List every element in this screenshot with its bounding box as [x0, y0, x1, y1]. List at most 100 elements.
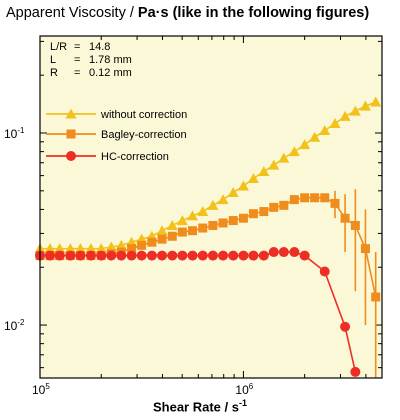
x-axis-label-text: Shear Rate / s	[152, 399, 239, 415]
data-point-circle	[207, 250, 218, 261]
data-point-triangle	[268, 159, 280, 170]
legend: without correction Bagley-correction HC-co…	[46, 108, 187, 163]
legend-label: HC-correction	[101, 151, 169, 163]
x-tick-exp: 6	[249, 382, 254, 391]
data-point-circle	[54, 250, 65, 261]
x-tick-base: 10	[235, 383, 249, 397]
title-prefix: Apparent Viscosity /	[6, 5, 138, 21]
data-point-square	[360, 244, 370, 254]
data-point-square	[340, 213, 350, 223]
x-axis-label: Shear Rate / s-1	[0, 398, 400, 414]
data-point-square	[137, 240, 147, 250]
data-point-square	[147, 237, 157, 247]
data-point-square	[157, 234, 167, 244]
legend-label: Bagley-correction	[101, 129, 187, 141]
data-point-circle	[248, 250, 259, 261]
data-point-square	[198, 223, 208, 233]
data-point-circle	[228, 250, 239, 261]
data-point-triangle	[166, 219, 178, 230]
note-label: R	[50, 67, 58, 79]
note-label: L	[50, 54, 56, 66]
x-tick-label: 106	[235, 382, 253, 397]
note-label: L/R	[50, 41, 67, 53]
axis-ticks	[39, 36, 382, 378]
data-point-circle	[319, 266, 330, 277]
data-point-triangle	[309, 131, 321, 142]
y-tick-base: 10	[4, 127, 18, 141]
data-point-circle	[258, 250, 269, 261]
data-point-square	[127, 244, 137, 254]
data-point-square	[300, 193, 310, 203]
data-point-circle	[85, 250, 96, 261]
data-point-square	[248, 209, 258, 219]
data-point-triangle	[339, 110, 351, 121]
data-point-triangle	[299, 139, 311, 150]
data-point-triangle	[44, 243, 56, 254]
data-point-circle	[75, 250, 86, 261]
data-point-triangle	[247, 172, 259, 183]
data-point-circle	[177, 250, 188, 261]
note-value: 14.8	[89, 41, 110, 53]
data-point-square	[208, 220, 218, 230]
data-point-circle	[116, 250, 127, 261]
y-tick-label: 10-1	[4, 126, 25, 141]
data-point-square	[330, 198, 340, 208]
title-suffix: (like in the following figures)	[168, 5, 370, 21]
data-point-square	[167, 231, 177, 241]
data-point-square	[238, 213, 248, 223]
y-tick-base: 10	[4, 319, 18, 333]
note-value: 1.78 mm	[89, 54, 132, 66]
legend-label: without correction	[100, 109, 187, 121]
data-point-square	[350, 220, 360, 230]
data-point-circle	[106, 250, 117, 261]
data-point-square	[177, 227, 187, 237]
data-point-circle	[340, 321, 351, 332]
data-point-square	[289, 195, 299, 205]
data-point-square	[269, 202, 279, 212]
x-tick-base: 10	[32, 383, 46, 397]
data-point-square	[371, 292, 381, 302]
data-point-triangle	[115, 239, 127, 250]
data-point-triangle	[359, 100, 371, 111]
data-point-triangle	[176, 215, 188, 226]
data-point-circle	[218, 250, 229, 261]
data-point-circle	[278, 247, 289, 258]
data-point-triangle	[217, 194, 229, 205]
data-point-triangle	[156, 225, 168, 236]
note-value: 0.12 mm	[89, 67, 132, 79]
data-point-triangle	[278, 152, 290, 163]
data-point-circle	[167, 250, 178, 261]
data-point-triangle	[95, 243, 107, 254]
y-tick-exp: -1	[17, 126, 25, 135]
data-point-triangle	[370, 96, 382, 107]
data-point-triangle	[319, 125, 331, 136]
data-point-circle	[350, 366, 361, 377]
data-point-triangle	[74, 243, 86, 254]
data-point-circle	[66, 151, 76, 161]
data-point-circle	[96, 250, 107, 261]
data-point-circle	[197, 250, 208, 261]
data-point-square	[310, 193, 320, 203]
data-point-circle	[126, 250, 137, 261]
data-point-triangle	[207, 199, 219, 210]
x-axis-label-sup: -1	[238, 398, 247, 408]
data-point-circle	[238, 250, 249, 261]
data-point-triangle	[258, 166, 270, 177]
data-point-triangle	[65, 108, 77, 119]
data-point-circle	[289, 247, 300, 258]
data-point-triangle	[85, 243, 97, 254]
data-point-square	[228, 216, 238, 226]
data-point-square	[66, 129, 76, 139]
x-tick-label: 105	[32, 382, 50, 397]
parameter-notes: L/R = 14.8 L = 1.78 mm R = 0.12 mm	[50, 41, 132, 79]
data-point-triangle	[105, 241, 117, 252]
series-line	[40, 101, 377, 250]
data-point-triangle	[64, 243, 76, 254]
data-point-circle	[136, 250, 147, 261]
data-point-circle	[45, 250, 56, 261]
data-point-square	[320, 193, 330, 203]
data-point-circle	[65, 250, 76, 261]
data-point-square	[259, 207, 269, 217]
data-point-circle	[146, 250, 157, 261]
